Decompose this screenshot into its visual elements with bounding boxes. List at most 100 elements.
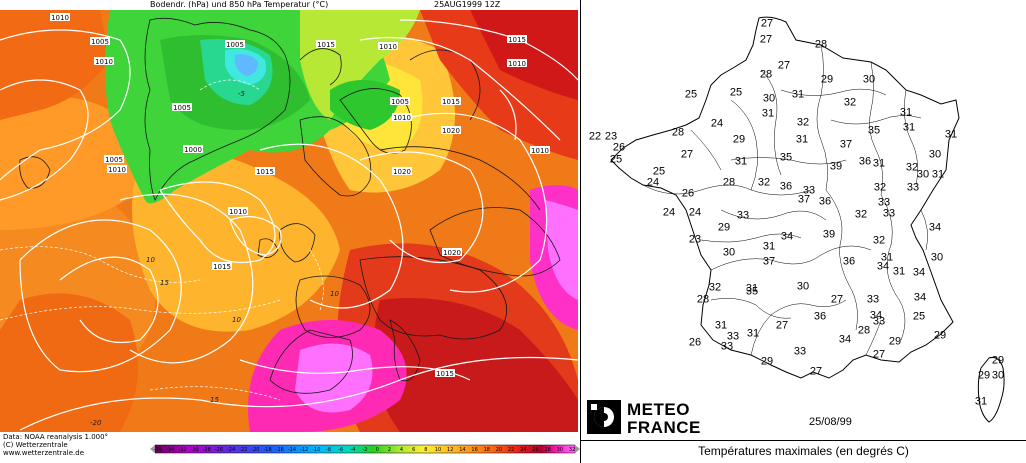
svg-text:1015: 1015 <box>256 168 274 176</box>
isotherm-labels: 10 10 15 10 15 -5 -20 <box>90 90 339 427</box>
temperature-reading: 27 <box>809 365 823 378</box>
svg-text:1005: 1005 <box>226 41 244 49</box>
temperature-reading: 28 <box>722 176 736 189</box>
isobar-label: 1020 <box>442 248 462 257</box>
brand-name-line1: METEO <box>627 400 690 419</box>
meteo-france-logo: METEO FRANCE <box>587 400 723 438</box>
temperature-reading: 29 <box>933 329 947 342</box>
website-url: www.wetterzentrale.de <box>3 449 85 457</box>
france-outline <box>610 16 960 379</box>
temperature-reading: 37 <box>839 138 853 151</box>
temperature-reading: 33 <box>866 293 880 306</box>
svg-text:1015: 1015 <box>436 370 454 378</box>
temperature-reading: 26 <box>681 187 695 200</box>
temperature-reading: 24 <box>710 117 724 130</box>
temperature-reading: 30 <box>796 280 810 293</box>
color-scale-tick: -24 <box>227 447 235 453</box>
temperature-reading: 26 <box>688 336 702 349</box>
svg-text:1005: 1005 <box>391 98 409 106</box>
svg-text:1005: 1005 <box>91 38 109 46</box>
color-scale-tick: 24 <box>520 447 526 453</box>
temperature-reading: 34 <box>780 230 794 243</box>
isotherm-label: -20 <box>90 419 102 427</box>
isobar-label: 1010 <box>94 57 114 66</box>
temperature-reading: 26 <box>612 141 626 154</box>
temperature-reading: 35 <box>779 151 793 164</box>
svg-text:1010: 1010 <box>108 166 126 174</box>
temperature-reading: 29 <box>760 355 774 368</box>
color-scale-tick: -16 <box>276 447 284 453</box>
temperature-reading: 36 <box>858 155 872 168</box>
temperature-reading: 30 <box>722 246 736 259</box>
temperature-reading: 25 <box>652 165 666 178</box>
temperature-reading: 25 <box>609 153 623 166</box>
temperature-reading: 24 <box>688 206 702 219</box>
isobar-label: 1010 <box>392 113 412 122</box>
france-outline-map <box>610 16 1005 423</box>
isobar-label: 1010 <box>228 207 248 216</box>
color-scale-tick: -28 <box>203 447 211 453</box>
isotherm-label: 15 <box>210 396 219 404</box>
color-scale-tick: -36 <box>154 447 162 453</box>
temperature-reading: 31 <box>762 240 776 253</box>
svg-text:1000: 1000 <box>184 146 202 154</box>
isobar-labels: 1010 1005 1010 1005 1015 1010 1005 1000 … <box>50 13 550 378</box>
temperature-reading: 31 <box>974 395 988 408</box>
isobar-label: 1005 <box>90 37 110 46</box>
svg-text:1005: 1005 <box>173 104 191 112</box>
color-scale-tick: 0 <box>376 447 379 453</box>
temperature-reading: 37 <box>797 193 811 206</box>
map-title: Bodendr. (hPa) und 850 hPa Temperatur (°… <box>150 0 329 9</box>
temperature-reading: 35 <box>745 285 759 298</box>
color-scale-tick: -6 <box>338 447 343 453</box>
isobars <box>0 19 578 431</box>
isobar-label: 1020 <box>392 167 412 176</box>
isotherm-label: 10 <box>232 316 241 324</box>
svg-text:1010: 1010 <box>379 43 397 51</box>
isobar-label: 1005 <box>104 155 124 164</box>
svg-text:1020: 1020 <box>443 249 461 257</box>
color-scale-tick: -14 <box>288 447 296 453</box>
temperature-reading: 33 <box>802 184 816 197</box>
synoptic-map-panel: 1010 1005 1010 1005 1015 1010 1005 1000 … <box>0 0 580 457</box>
temperature-reading: 22 <box>588 130 602 143</box>
temperature-reading: 33 <box>906 181 920 194</box>
isobar-label: 1010 <box>50 13 70 22</box>
data-source-note: Data: NOAA reanalysis 1.000° <box>3 433 109 441</box>
isotherm-label: -5 <box>238 90 246 98</box>
temperature-reading: 25 <box>729 86 743 99</box>
svg-text:1010: 1010 <box>51 14 69 22</box>
svg-text:1010: 1010 <box>229 208 247 216</box>
temperature-reading: 32 <box>905 161 919 174</box>
temperature-reading: 27 <box>775 319 789 332</box>
temperature-reading: 29 <box>977 369 991 382</box>
svg-text:1010: 1010 <box>531 147 549 155</box>
svg-text:1015: 1015 <box>508 36 526 44</box>
temperature-reading: 36 <box>818 195 832 208</box>
temperature-reading: 33 <box>882 207 896 220</box>
temperature-reading: 32 <box>873 181 887 194</box>
color-scale-tick: 10 <box>435 447 441 453</box>
temperature-reading: 32 <box>757 176 771 189</box>
color-scale-tick: -34 <box>166 447 174 453</box>
france-temperature-panel: 27 27 28 27 28 29 30 25 25 30 31 32 31 31 31 24 28 32 35 31… <box>580 0 1026 463</box>
svg-text:1020: 1020 <box>442 127 460 135</box>
isobar-label: 1010 <box>378 42 398 51</box>
temperature-reading: 31 <box>761 107 775 120</box>
svg-text:1010: 1010 <box>393 114 411 122</box>
svg-text:1020: 1020 <box>393 168 411 176</box>
temperature-reading: 29 <box>888 335 902 348</box>
color-scale-tick: 32 <box>569 447 575 453</box>
color-scale-tick: -12 <box>300 447 308 453</box>
meteo-france-logo-mark <box>587 400 621 434</box>
temperature-reading: 31 <box>944 128 958 141</box>
temperature-reading: 36 <box>779 180 793 193</box>
temperature-reading: 27 <box>777 59 791 72</box>
temperature-reading: 30 <box>762 92 776 105</box>
temperature-field <box>0 10 578 432</box>
temperature-reading: 39 <box>822 228 836 241</box>
temperature-reading: 28 <box>857 324 871 337</box>
temperature-reading: 36 <box>842 255 856 268</box>
isobar-label: 1010 <box>530 146 550 155</box>
temperature-reading: 23 <box>604 130 618 143</box>
